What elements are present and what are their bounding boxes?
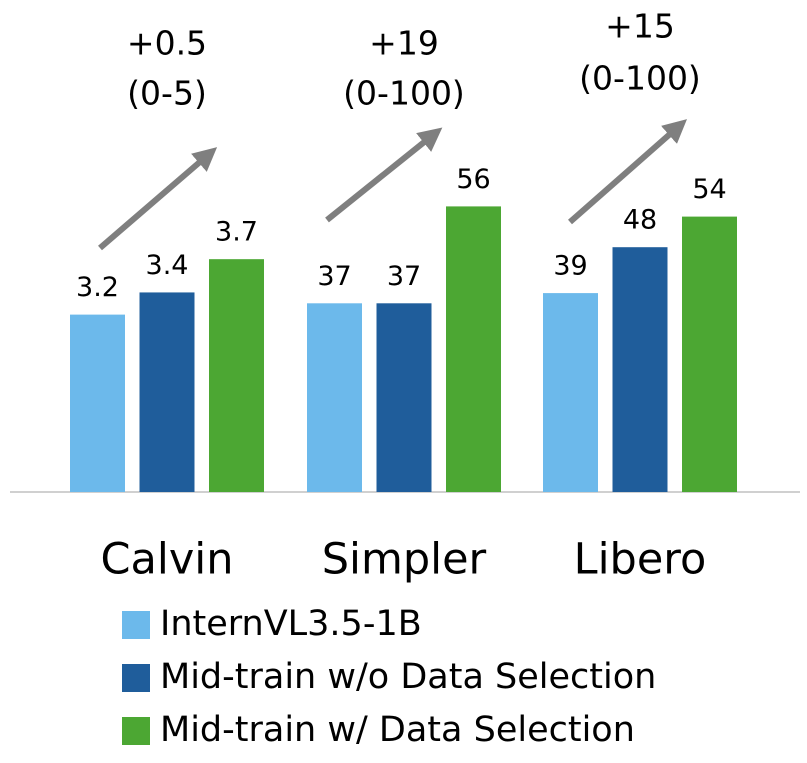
value-label: 37 (387, 261, 421, 292)
value-label: 3.7 (215, 217, 258, 248)
legend-label: Mid-train w/ Data Selection (160, 710, 635, 750)
bar (543, 293, 598, 492)
annotation-range: (0-100) (343, 74, 465, 113)
bar (209, 259, 264, 492)
value-label: 56 (456, 164, 490, 195)
arrow (98, 147, 218, 251)
bar (70, 314, 125, 492)
arrow (568, 119, 688, 225)
legend-label: Mid-train w/o Data Selection (160, 657, 656, 697)
arrow (325, 127, 443, 223)
annotation-gain: +0.5 (127, 24, 207, 63)
bar (139, 292, 195, 492)
legend-label: InternVL3.5-1B (160, 604, 422, 644)
category-label: Simpler (322, 535, 487, 585)
bar (307, 303, 362, 492)
annotation-range: (0-100) (579, 59, 701, 98)
bar (612, 247, 668, 492)
value-label: 37 (317, 261, 351, 292)
legend-swatch (122, 717, 150, 745)
value-label: 3.4 (146, 250, 189, 281)
bar (376, 303, 432, 492)
value-label: 39 (553, 251, 587, 282)
bar (682, 216, 737, 492)
bar (446, 206, 501, 492)
value-label: 54 (692, 174, 726, 205)
annotation-gain: +19 (369, 24, 439, 63)
value-label: 48 (623, 205, 657, 236)
category-label: Calvin (101, 535, 234, 585)
annotation-gain: +15 (605, 7, 675, 46)
annotation-range: (0-5) (127, 74, 207, 113)
legend-swatch (122, 664, 150, 692)
value-label: 3.2 (76, 272, 119, 303)
category-label: Libero (574, 535, 707, 585)
legend-swatch (122, 611, 150, 639)
